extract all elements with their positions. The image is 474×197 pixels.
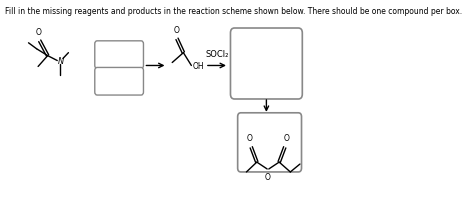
FancyBboxPatch shape bbox=[95, 41, 144, 68]
FancyBboxPatch shape bbox=[230, 28, 302, 99]
FancyBboxPatch shape bbox=[95, 67, 144, 95]
Text: O: O bbox=[173, 26, 179, 35]
Text: O: O bbox=[35, 28, 41, 37]
Text: OH: OH bbox=[193, 62, 205, 71]
Text: O: O bbox=[283, 134, 289, 143]
Text: SOCl₂: SOCl₂ bbox=[205, 50, 228, 59]
Text: O: O bbox=[265, 173, 271, 182]
Text: O: O bbox=[246, 134, 253, 143]
Text: Fill in the missing reagents and products in the reaction scheme shown below. Th: Fill in the missing reagents and product… bbox=[5, 7, 462, 16]
FancyBboxPatch shape bbox=[237, 113, 301, 172]
Text: N: N bbox=[57, 57, 64, 66]
